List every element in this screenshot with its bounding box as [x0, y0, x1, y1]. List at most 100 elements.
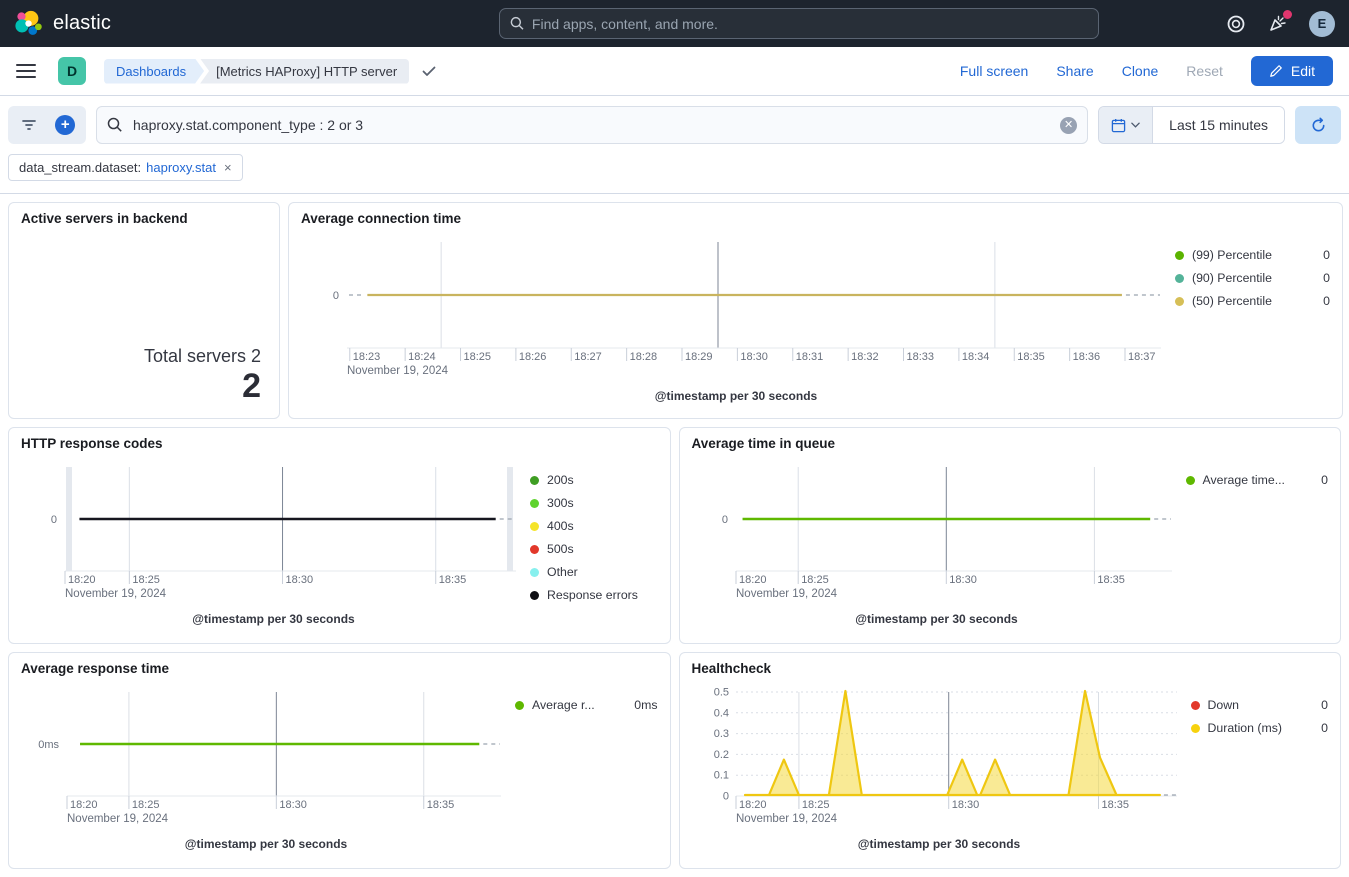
chart-average-time-in-queue[interactable]: 0 18:20 18:25 18:30 18:35 November 19, 2024 — [692, 459, 1182, 608]
legend-swatch-icon — [530, 475, 539, 485]
elastic-logo-icon — [15, 10, 42, 35]
chart-legend: (99) Percentile 0 (90) Percentile 0 (50) Per… — [1175, 248, 1330, 317]
chart-canvas: 0ms 18:20 18:25 18:30 18:35 November 19, 2024 — [38, 692, 501, 825]
user-avatar[interactable]: E — [1309, 10, 1335, 37]
breadcrumb: Dashboards [Metrics HAProxy] HTTP server — [104, 58, 410, 84]
legend-label: Down — [1207, 698, 1239, 712]
svg-text:18:26: 18:26 — [519, 351, 547, 363]
full-screen-link[interactable]: Full screen — [959, 63, 1029, 79]
svg-text:18:20: 18:20 — [70, 799, 98, 811]
panel-title: HTTP response codes — [21, 436, 163, 451]
chart-average-connection-time[interactable]: 0 18:23 18:24 18:25 18:26 18:27 18:28 18:29 18:3… — [301, 234, 1171, 385]
brand-name: elastic — [53, 12, 112, 34]
share-link[interactable]: Share — [1056, 63, 1094, 79]
svg-text:18:32: 18:32 — [851, 351, 879, 363]
svg-text:0: 0 — [722, 791, 728, 803]
chart-canvas: 0 18:20 18:25 18:30 18:35 November 19, 2024 — [51, 467, 516, 600]
svg-text:0.3: 0.3 — [713, 728, 728, 740]
filter-pill[interactable]: data_stream.dataset: haproxy.stat × — [8, 154, 243, 181]
legend-value: 0 — [1321, 473, 1328, 487]
svg-text:0.5: 0.5 — [713, 687, 728, 699]
calendar-dropdown[interactable] — [1099, 107, 1154, 143]
dashboard-grid: Active servers in backend Total servers … — [0, 194, 1349, 877]
legend-item[interactable]: 300s — [530, 496, 655, 510]
chevron-down-icon — [1131, 122, 1140, 128]
legend-item[interactable]: (99) Percentile 0 — [1175, 248, 1330, 262]
legend-value: 0 — [1321, 721, 1328, 735]
svg-text:November 19, 2024: November 19, 2024 — [736, 588, 838, 600]
search-icon — [107, 117, 122, 132]
chart-legend: Average r... 0ms — [515, 698, 658, 721]
svg-text:18:25: 18:25 — [801, 799, 829, 811]
legend-value: 0 — [1323, 294, 1330, 308]
legend-item[interactable]: 200s — [530, 473, 655, 487]
refresh-icon — [1312, 117, 1324, 131]
chart-legend: Average time... 0 — [1185, 473, 1328, 496]
edit-button[interactable]: Edit — [1250, 56, 1333, 86]
global-search-input[interactable] — [531, 15, 1088, 32]
legend-item[interactable]: (50) Percentile 0 — [1175, 294, 1330, 308]
svg-text:18:35: 18:35 — [1101, 799, 1129, 811]
svg-text:18:35: 18:35 — [427, 799, 455, 811]
x-axis-title: @timestamp per 30 seconds — [184, 837, 348, 851]
breadcrumb-dashboards[interactable]: Dashboards — [104, 59, 204, 84]
legend-swatch-icon — [515, 700, 524, 710]
refresh-button[interactable] — [1295, 106, 1341, 144]
legend-item[interactable]: Other — [530, 565, 655, 579]
chart-http-response-codes[interactable]: 0 18:20 18:25 18:30 18:35 November 19, 2024 — [21, 459, 526, 608]
chart-average-response-time[interactable]: 0ms 18:20 18:25 18:30 18:35 November 19, 2024 — [21, 684, 511, 833]
legend-item[interactable]: Duration (ms) 0 — [1190, 721, 1328, 735]
svg-text:18:28: 18:28 — [630, 351, 658, 363]
svg-text:18:36: 18:36 — [1073, 351, 1101, 363]
legend-label: Other — [547, 565, 578, 579]
legend-item[interactable]: Response errors — [530, 588, 655, 602]
svg-text:18:25: 18:25 — [132, 574, 160, 586]
chart-canvas: 0 18:23 18:24 18:25 18:26 18:27 18:28 18:29 18:3… — [333, 242, 1161, 377]
chart-legend: Down 0 Duration (ms) 0 — [1190, 698, 1328, 744]
legend-item[interactable]: 500s — [530, 542, 655, 556]
legend-label: 400s — [547, 519, 574, 533]
panel-average-connection-time: Average connection time 0 18:23 18:24 18:25… — [288, 202, 1343, 419]
dashboard-badge[interactable]: D — [58, 57, 86, 85]
legend-label: 300s — [547, 496, 574, 510]
check-icon[interactable] — [421, 63, 437, 79]
legend-item[interactable]: Average r... 0ms — [515, 698, 658, 712]
brand[interactable]: elastic — [14, 9, 364, 39]
svg-text:18:20: 18:20 — [739, 574, 767, 586]
svg-text:18:23: 18:23 — [353, 351, 381, 363]
legend-swatch-icon — [1175, 296, 1184, 306]
filter-pill-value: haproxy.stat — [146, 160, 216, 175]
clone-link[interactable]: Clone — [1121, 63, 1159, 79]
help-icon[interactable] — [1225, 13, 1247, 35]
x-axis-title: @timestamp per 30 seconds — [654, 389, 818, 403]
svg-text:November 19, 2024: November 19, 2024 — [67, 813, 169, 825]
clear-query-icon[interactable]: ✕ — [1060, 116, 1078, 134]
time-range-label[interactable]: Last 15 minutes — [1153, 107, 1284, 143]
legend-swatch-icon — [1175, 250, 1184, 260]
filter-menu-icon[interactable] — [13, 109, 45, 141]
legend-item[interactable]: Average time... 0 — [1185, 473, 1328, 487]
global-header: elastic — [0, 0, 1349, 47]
legend-item[interactable]: (90) Percentile 0 — [1175, 271, 1330, 285]
notification-dot — [1283, 9, 1292, 19]
query-input[interactable]: haproxy.stat.component_type : 2 or 3 — [133, 117, 364, 133]
legend-label: (90) Percentile — [1192, 271, 1272, 285]
svg-text:18:30: 18:30 — [740, 351, 768, 363]
menu-icon[interactable] — [16, 64, 36, 78]
panel-title: Active servers in backend — [21, 211, 188, 226]
legend-item[interactable]: Down 0 — [1190, 698, 1328, 712]
global-search[interactable] — [498, 8, 1099, 39]
add-filter-icon[interactable]: + — [49, 109, 81, 141]
chart-healthcheck[interactable]: 0 0.1 0.2 0.3 0.4 0.5 18:20 18:25 18:30 18:35 Nove… — [692, 684, 1187, 833]
query-bar[interactable]: haproxy.stat.component_type : 2 or 3 ✕ — [96, 106, 1089, 144]
panel-title: Average time in queue — [691, 436, 836, 451]
legend-swatch-icon — [530, 567, 539, 577]
legend-item[interactable]: 400s — [530, 519, 655, 533]
remove-filter-icon[interactable]: × — [224, 160, 232, 175]
newsfeed-icon[interactable] — [1267, 9, 1292, 35]
legend-value: 0 — [1321, 698, 1328, 712]
filter-controls: + — [8, 106, 86, 144]
legend-value: 0 — [1323, 271, 1330, 285]
reset-link[interactable]: Reset — [1186, 63, 1223, 79]
